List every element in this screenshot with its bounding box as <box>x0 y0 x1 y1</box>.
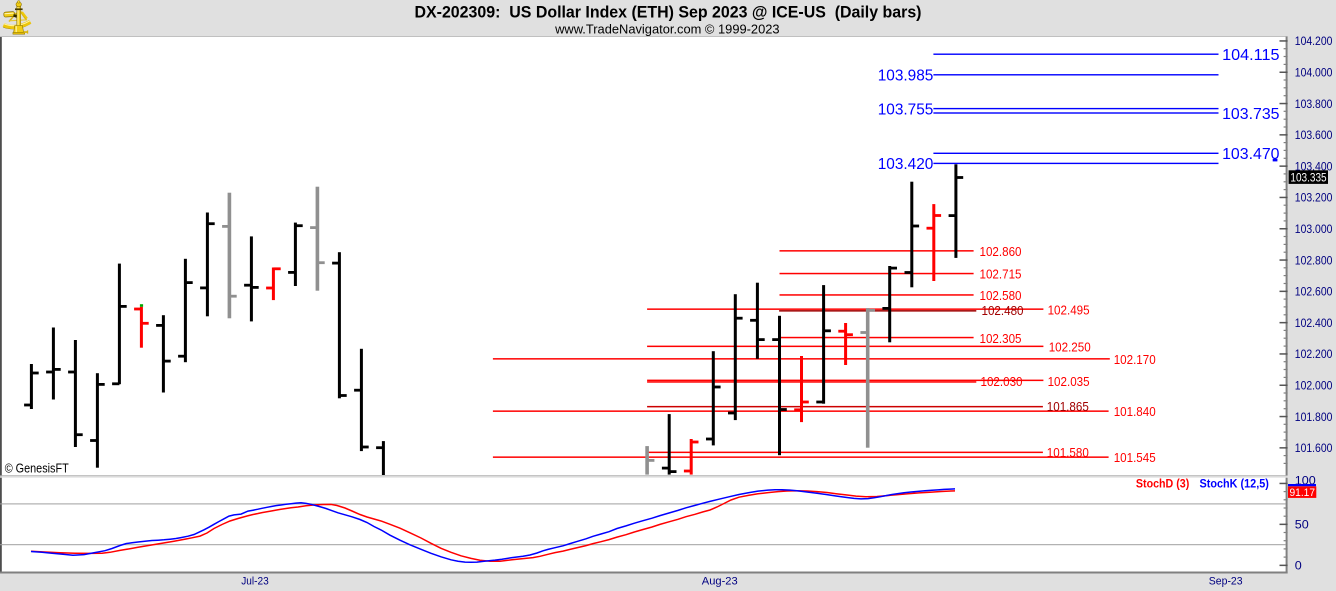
svg-text:102.250: 102.250 <box>1049 340 1091 354</box>
svg-text:101.600: 101.600 <box>1295 441 1333 455</box>
svg-text:102.200: 102.200 <box>1295 347 1333 361</box>
svg-text:102.860: 102.860 <box>980 245 1022 259</box>
svg-text:104.200: 104.200 <box>1295 34 1333 48</box>
svg-text:102.600: 102.600 <box>1295 285 1333 299</box>
svg-text:101.840: 101.840 <box>1114 405 1156 419</box>
svg-text:91.17: 91.17 <box>1290 487 1316 499</box>
svg-text:Aug-23: Aug-23 <box>702 575 738 587</box>
svg-text:Jul-23: Jul-23 <box>241 575 269 587</box>
svg-text:103.600: 103.600 <box>1295 128 1333 142</box>
svg-text:50: 50 <box>1295 518 1309 532</box>
svg-text:StochK (12,5): StochK (12,5) <box>1200 477 1269 491</box>
svg-text:102.480: 102.480 <box>982 304 1024 318</box>
svg-text:© GenesisFT: © GenesisFT <box>5 460 69 475</box>
svg-text:103.735: 103.735 <box>1222 106 1279 123</box>
svg-text:103.335: 103.335 <box>1290 170 1326 184</box>
svg-text:StochD (3): StochD (3) <box>1136 477 1189 491</box>
svg-text:103.400: 103.400 <box>1295 159 1333 173</box>
svg-text:103.420: 103.420 <box>878 156 934 173</box>
svg-text:103.985: 103.985 <box>878 68 934 85</box>
svg-text:www.TradeNavigator.com © 1999-: www.TradeNavigator.com © 1999-2023 <box>554 21 779 36</box>
svg-text:0: 0 <box>1295 558 1302 572</box>
svg-text:104.000: 104.000 <box>1295 66 1333 80</box>
svg-text:101.865: 101.865 <box>1047 400 1089 414</box>
svg-text:102.495: 102.495 <box>1048 304 1090 318</box>
svg-text:103.470: 103.470 <box>1222 146 1279 163</box>
svg-text:101.580: 101.580 <box>1047 446 1089 460</box>
svg-text:104.115: 104.115 <box>1222 47 1279 64</box>
svg-text:103.800: 103.800 <box>1295 97 1333 111</box>
svg-text:Sep-23: Sep-23 <box>1209 575 1243 587</box>
svg-text:103.200: 103.200 <box>1295 191 1333 205</box>
svg-text:101.800: 101.800 <box>1295 410 1333 424</box>
svg-text:102.800: 102.800 <box>1295 253 1333 267</box>
svg-text:103.755: 103.755 <box>878 101 934 118</box>
svg-text:103.000: 103.000 <box>1295 222 1333 236</box>
svg-text:102.715: 102.715 <box>980 268 1022 282</box>
svg-text:102.305: 102.305 <box>980 332 1022 346</box>
svg-text:101.545: 101.545 <box>1114 451 1156 465</box>
svg-text:102.000: 102.000 <box>1295 379 1333 393</box>
svg-text:102.035: 102.035 <box>1048 375 1090 389</box>
svg-text:DX-202309: US Dollar Index (E: DX-202309: US Dollar Index (ETH) Sep 202… <box>415 3 922 22</box>
svg-text:102.400: 102.400 <box>1295 316 1333 330</box>
svg-text:102.170: 102.170 <box>1114 353 1156 367</box>
svg-text:102.030: 102.030 <box>981 375 1023 389</box>
svg-text:102.580: 102.580 <box>980 289 1022 303</box>
